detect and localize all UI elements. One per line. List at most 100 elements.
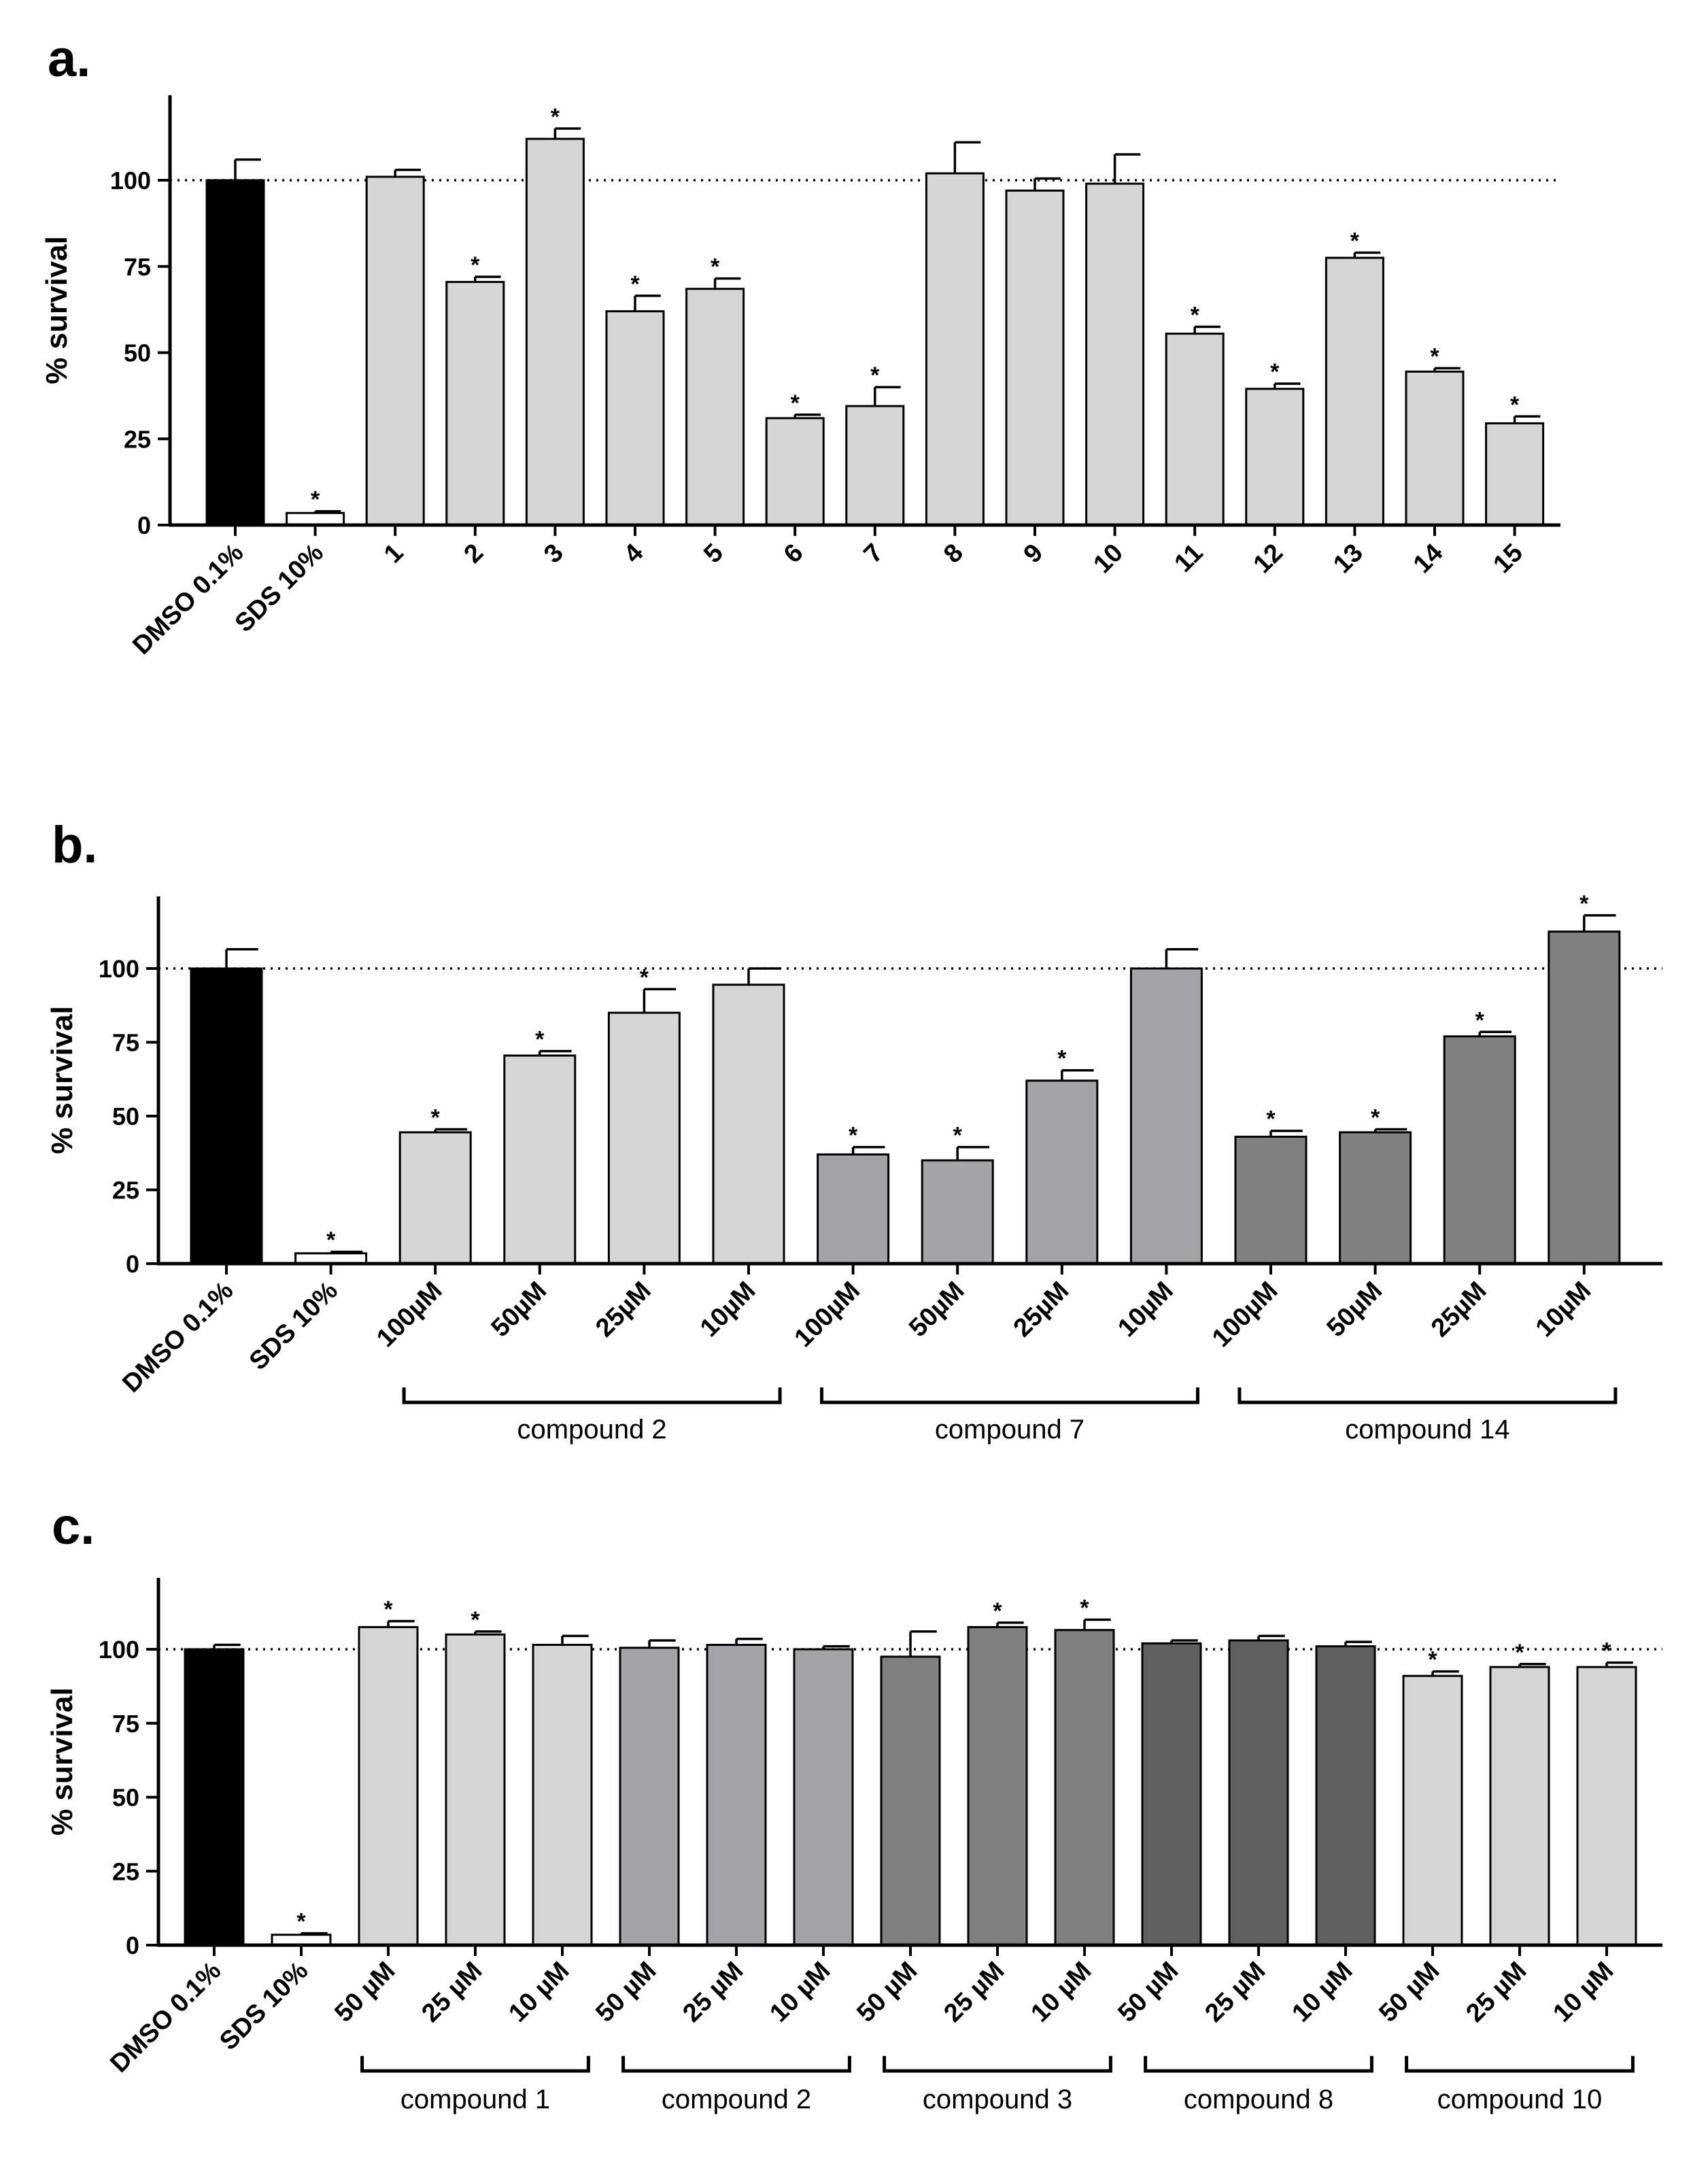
significance-star: * [640, 964, 649, 990]
y-tick-label: 50 [112, 1784, 139, 1812]
x-tick-label: 10 µM [503, 1957, 575, 2028]
x-tick-label: 10µM [695, 1277, 761, 1343]
x-tick-label: 10µM [1112, 1277, 1178, 1343]
bar [445, 1633, 506, 1946]
bar [1054, 1629, 1115, 1946]
bar [1085, 182, 1145, 526]
x-tick-label: 15 [1488, 539, 1528, 579]
significance-star: * [1428, 1647, 1437, 1673]
panel-a-label: a. [48, 30, 90, 88]
bar [1315, 1645, 1376, 1946]
x-tick-label: 100µM [1207, 1277, 1283, 1353]
y-axis-label: % survival [40, 236, 73, 384]
significance-star: * [1510, 392, 1520, 418]
bar [1245, 388, 1305, 526]
significance-star: * [471, 252, 480, 278]
group-label: compound 10 [1437, 2085, 1602, 2114]
bar [1141, 1642, 1202, 1946]
x-tick-label: DMSO 0.1% [127, 539, 249, 660]
y-tick-label: 25 [112, 1177, 139, 1204]
y-tick-label: 0 [126, 1932, 139, 1959]
bar [205, 179, 265, 526]
bar [190, 967, 263, 1265]
bar [286, 511, 345, 526]
x-tick-label: 25 µM [416, 1957, 488, 2028]
x-tick-label: 50 µM [329, 1957, 400, 2028]
x-tick-label: 10 µM [1025, 1957, 1097, 2028]
significance-star: * [1350, 228, 1360, 254]
bar [184, 1648, 245, 1946]
bar [445, 281, 505, 526]
significance-star: * [711, 254, 720, 280]
y-tick-label: 75 [112, 1710, 139, 1738]
bar [765, 417, 825, 526]
x-tick-label: 10 µM [1286, 1957, 1358, 2028]
bar [817, 1153, 890, 1265]
bar [503, 1054, 577, 1265]
bar [967, 1625, 1028, 1946]
x-tick-label: 25µM [590, 1277, 656, 1343]
y-tick-label: 100 [99, 955, 139, 983]
x-tick-label: 50 µM [851, 1957, 923, 2028]
group-label: compound 3 [923, 2085, 1072, 2114]
bar [880, 1655, 941, 1946]
y-tick-label: 0 [137, 511, 151, 539]
bar [605, 310, 665, 526]
bar [1129, 967, 1203, 1265]
bar [1402, 1674, 1463, 1946]
x-tick-label: 7 [859, 539, 889, 569]
significance-star: * [296, 1909, 306, 1935]
group-label: compound 8 [1184, 2085, 1333, 2114]
x-tick-label: 9 [1019, 539, 1049, 569]
significance-star: * [1579, 891, 1589, 917]
group-bracket [360, 2056, 590, 2073]
significance-star: * [1430, 343, 1439, 369]
panel-c-label: c. [52, 1498, 95, 1555]
bar [712, 983, 785, 1265]
significance-star: * [1191, 302, 1200, 328]
bar [1405, 370, 1465, 526]
bar [1025, 1079, 1099, 1265]
x-tick-label: 10 µM [1548, 1957, 1619, 2028]
significance-star: * [849, 1123, 858, 1149]
bar [1228, 1639, 1289, 1946]
x-tick-label: 50 µM [590, 1957, 662, 2028]
x-tick-label: 11 [1169, 539, 1208, 578]
bar [1548, 930, 1621, 1265]
significance-star: * [551, 104, 560, 130]
bar [1443, 1035, 1516, 1265]
bar [1325, 256, 1384, 526]
x-tick-label: 8 [938, 539, 969, 569]
y-tick-label: 50 [112, 1102, 139, 1130]
bar [1576, 1666, 1637, 1946]
y-tick-label: 25 [112, 1857, 139, 1885]
significance-star: * [953, 1123, 963, 1149]
x-tick-label: SDS 10% [244, 1277, 343, 1376]
x-tick-label: 50 µM [1373, 1957, 1445, 2028]
group-bracket [402, 1387, 782, 1404]
bar [706, 1643, 767, 1946]
panel-c: c. 0 25 50 75 100 % survival DMSO 0.1% * SDS 10%… [46, 1498, 1662, 2114]
group-bracket [820, 1387, 1199, 1404]
y-axis-label: % survival [46, 1006, 79, 1154]
x-tick-label: 50µM [486, 1277, 552, 1343]
x-tick-label: SDS 10% [214, 1957, 313, 2056]
x-tick-label: 100µM [371, 1277, 447, 1353]
y-tick-label: 50 [124, 339, 151, 367]
significance-star: * [1080, 1596, 1089, 1621]
x-tick-label: 25 µM [938, 1957, 1010, 2028]
panel-b: b. 0 25 50 75 100 % survival DMSO 0.1% * SDS 10%… [46, 816, 1662, 1445]
bar [525, 137, 585, 526]
y-axis-label: % survival [46, 1687, 79, 1836]
significance-star: * [993, 1598, 1002, 1624]
x-tick-label: 50µM [1322, 1277, 1388, 1343]
bar [1234, 1135, 1308, 1265]
panel-b-label: b. [52, 816, 98, 874]
x-tick-label: 25 µM [1199, 1957, 1271, 2028]
x-tick-label: DMSO 0.1% [105, 1957, 226, 2078]
group-bracket [1144, 2056, 1373, 2073]
bar [1485, 422, 1545, 526]
y-tick-label: 0 [126, 1250, 139, 1278]
